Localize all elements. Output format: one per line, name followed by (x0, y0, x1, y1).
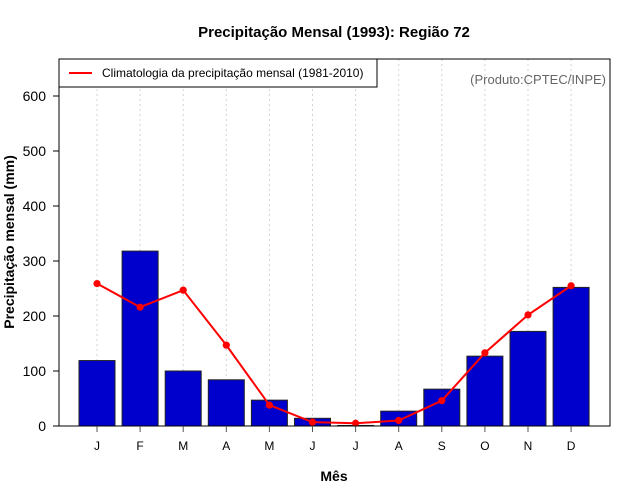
x-tick-label: M (264, 439, 274, 453)
x-tick-label: J (310, 439, 316, 453)
climatology-point (93, 279, 101, 288)
x-tick-label: O (480, 439, 489, 453)
x-tick-label: M (178, 439, 188, 453)
legend-box (58, 58, 378, 88)
y-tick-label: 400 (23, 198, 47, 214)
bar (207, 379, 245, 427)
climatology-line-group (93, 279, 575, 427)
climatology-point (481, 349, 489, 357)
x-tick-label: N (524, 439, 533, 453)
climatology-point (567, 282, 575, 290)
x-tick-label: A (222, 439, 230, 453)
legend-entry-climatology: Climatologia da precipitação mensal (198… (102, 66, 363, 80)
bars-group (78, 250, 590, 427)
climatology-point (395, 416, 403, 425)
y-axis-label: Precipitação mensal (mm) (1, 155, 17, 329)
x-tick-label: J (94, 439, 100, 453)
climatology-point (265, 401, 273, 409)
y-tick-label: 100 (23, 363, 47, 379)
x-axis-label: Mês (320, 468, 347, 484)
climatology-point (524, 311, 532, 319)
climatology-point (352, 419, 360, 427)
x-tick-label: D (567, 439, 576, 453)
x-tick-label: F (136, 439, 143, 453)
y-tick-label: 200 (23, 308, 47, 324)
credit-annotation: (Produto:CPTEC/INPE) (470, 72, 606, 87)
bar (552, 286, 590, 427)
climatology-line (96, 282, 572, 425)
y-axis: 0 100 200 300 400 500 600 (23, 88, 60, 434)
y-tick-label: 600 (23, 88, 47, 104)
climatology-point (136, 303, 144, 311)
y-tick-label: 300 (23, 253, 47, 269)
x-tick-label: S (438, 439, 446, 453)
y-tick-label: 0 (38, 418, 46, 434)
x-tick-label: A (395, 439, 403, 453)
bar (121, 250, 159, 427)
x-tick-label: J (353, 439, 359, 453)
climatology-point (222, 341, 230, 349)
bar (78, 360, 116, 427)
chart-title: Precipitação Mensal (1993): Região 72 (198, 24, 470, 41)
legend: Climatologia da precipitação mensal (198… (58, 58, 378, 88)
bar (466, 355, 504, 427)
climatology-point (179, 286, 187, 294)
y-tick-label: 500 (23, 143, 47, 159)
climatology-point (438, 397, 446, 405)
bar (509, 330, 547, 427)
bar (164, 370, 202, 427)
climatology-point (308, 418, 317, 426)
